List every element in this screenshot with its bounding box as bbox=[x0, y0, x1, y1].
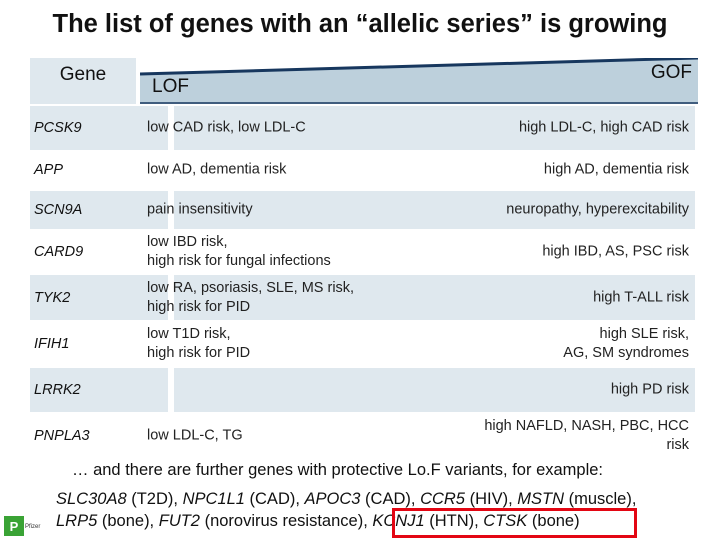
gene-row-ifih1: IFIH1 low T1D risk, high risk for PID high … bbox=[30, 320, 695, 368]
gene-symbol: CCR5 bbox=[420, 490, 465, 508]
gene-symbol: FUT2 bbox=[158, 512, 200, 530]
gene-name: PCSK9 bbox=[34, 120, 82, 136]
svg-text:P: P bbox=[10, 519, 19, 534]
gene-name: IFIH1 bbox=[34, 336, 70, 352]
gene-name: LRRK2 bbox=[34, 382, 81, 398]
lof-phenotype-line: low LDL-C, TG bbox=[147, 427, 243, 444]
gene-name: SCN9A bbox=[34, 202, 83, 218]
gof-phenotype-line: AG, SM syndromes bbox=[563, 345, 689, 361]
gof-header-label: GOF bbox=[650, 62, 692, 83]
gof-phenotype: neuropathy, hyperexcitability bbox=[506, 201, 689, 220]
lof-phenotype: low IBD risk, high risk for fungal infect… bbox=[147, 233, 331, 271]
lof-phenotype-line: low IBD risk, bbox=[147, 234, 228, 250]
lof-phenotype-line: high risk for fungal infections bbox=[147, 253, 331, 269]
lof-phenotype-line: low RA, psoriasis, SLE, MS risk, bbox=[147, 279, 355, 296]
gof-phenotype: high LDL-C, high CAD risk bbox=[519, 119, 689, 138]
lof-phenotype-line: pain insensitivity bbox=[147, 201, 253, 218]
annotation-text: (T2D), bbox=[126, 490, 183, 508]
gene-symbol: NPC1L1 bbox=[182, 490, 245, 508]
lof-phenotype: low AD, dementia risk bbox=[147, 161, 286, 180]
gof-phenotype-line: high NAFLD, NASH, PBC, HCC bbox=[484, 418, 689, 434]
gof-phenotype: high NAFLD, NASH, PBC, HCC risk bbox=[484, 417, 689, 455]
gene-symbol: CTSK bbox=[483, 512, 528, 530]
lof-phenotype: pain insensitivity bbox=[147, 201, 253, 220]
footer-intro-text: … and there are further genes with prote… bbox=[72, 461, 604, 479]
gof-phenotype-line: high LDL-C, high CAD risk bbox=[518, 119, 689, 136]
gof-phenotype-line: high T-ALL risk bbox=[593, 289, 689, 305]
gof-phenotype: high T-ALL risk bbox=[593, 288, 689, 307]
gof-phenotype: high PD risk bbox=[611, 381, 689, 400]
gene-symbol: LRP5 bbox=[56, 512, 98, 530]
highlight-box bbox=[392, 508, 637, 538]
lof-phenotype: low T1D risk, high risk for PID bbox=[147, 325, 250, 363]
lof-phenotype: low LDL-C, TG bbox=[147, 427, 243, 446]
gene-row-lrrk2: LRRK2 high PD risk bbox=[30, 368, 695, 412]
gene-row-card9: CARD9 low IBD risk, high risk for fungal i… bbox=[30, 229, 695, 275]
lof-header-label: LOF bbox=[152, 76, 189, 97]
annotation-text: (bone) bbox=[527, 512, 580, 530]
gof-phenotype: high IBD, AS, PSC risk bbox=[542, 243, 689, 262]
gene-row-pnpla3: PNPLA3 low LDL-C, TG high NAFLD, NASH, PBC… bbox=[30, 412, 695, 460]
lof-phenotype-line: high risk for PID bbox=[147, 298, 251, 315]
gene-name: PNPLA3 bbox=[34, 428, 90, 444]
wedge-fill bbox=[140, 58, 698, 104]
lof-phenotype: low CAD risk, low LDL-C bbox=[147, 119, 306, 138]
gene-column-header: Gene bbox=[30, 58, 136, 104]
gof-phenotype-line: high PD risk bbox=[610, 381, 689, 398]
gof-phenotype-line: high SLE risk, bbox=[599, 326, 689, 342]
gene-row-tyk2: TYK2 low RA, psoriasis, SLE, MS risk, high… bbox=[30, 275, 695, 320]
column-divider bbox=[168, 368, 174, 412]
gene-row-app: APP low AD, dementia risk high AD, dementi… bbox=[30, 150, 695, 190]
annotation-text: (bone), bbox=[97, 512, 159, 530]
annotation-text: (norovirus resistance), bbox=[199, 512, 373, 530]
gene-name: CARD9 bbox=[34, 244, 84, 260]
slide-title: The list of genes with an “allelic serie… bbox=[52, 10, 668, 38]
lof-phenotype-line: low T1D risk, bbox=[147, 326, 231, 342]
gof-phenotype-line: risk bbox=[666, 437, 689, 453]
gof-phenotype-line: high IBD, AS, PSC risk bbox=[542, 243, 689, 260]
gene-row-pcsk9: PCSK9 low CAD risk, low LDL-C high LDL-C, … bbox=[30, 106, 695, 150]
lof-phenotype-line: high risk for PID bbox=[147, 345, 251, 361]
wedge-top-line bbox=[140, 58, 698, 76]
gene-name: TYK2 bbox=[34, 289, 71, 306]
lof-phenotype: low RA, psoriasis, SLE, MS risk, high ris… bbox=[147, 279, 354, 317]
column-divider bbox=[168, 106, 174, 150]
footer-gene-list-line-1: SLC30A8 (T2D), NPC1L1 (CAD), APOC3 (CAD)… bbox=[56, 490, 636, 509]
lof-phenotype-line: low CAD risk, low LDL-C bbox=[147, 119, 306, 136]
gene-header-label: Gene bbox=[59, 64, 107, 85]
gof-phenotype-line: high AD, dementia risk bbox=[543, 161, 689, 178]
lof-phenotype-line: low AD, dementia risk bbox=[147, 161, 287, 178]
gene-symbol: APOC3 bbox=[304, 490, 361, 508]
gene-row-scn9a: SCN9A pain insensitivity neuropathy, hyper… bbox=[30, 191, 695, 229]
gene-name: APP bbox=[34, 162, 64, 178]
annotation-text: (muscle), bbox=[564, 490, 637, 508]
gene-symbol: SLC30A8 bbox=[56, 490, 127, 508]
green-p-logo-icon: P bbox=[4, 516, 24, 536]
annotation-text: (HTN), bbox=[424, 512, 484, 530]
gene-symbol: MSTN bbox=[517, 490, 564, 508]
column-divider bbox=[168, 275, 174, 320]
gof-phenotype-line: neuropathy, hyperexcitability bbox=[506, 201, 689, 218]
gof-phenotype: high SLE risk, AG, SM syndromes bbox=[563, 325, 689, 363]
annotation-text: (CAD), bbox=[244, 490, 305, 508]
gene-symbol: KCNJ1 bbox=[372, 512, 425, 530]
logo-text: Pfizer bbox=[25, 524, 41, 530]
annotation-text: (CAD), bbox=[360, 490, 421, 508]
footer-gene-list-line-2: LRP5 (bone), FUT2 (norovirus resistance)… bbox=[56, 512, 580, 531]
gof-phenotype: high AD, dementia risk bbox=[544, 161, 689, 180]
lof-gof-gradient-wedge bbox=[140, 58, 698, 104]
annotation-text: (HIV), bbox=[465, 490, 518, 508]
column-divider bbox=[168, 191, 174, 229]
